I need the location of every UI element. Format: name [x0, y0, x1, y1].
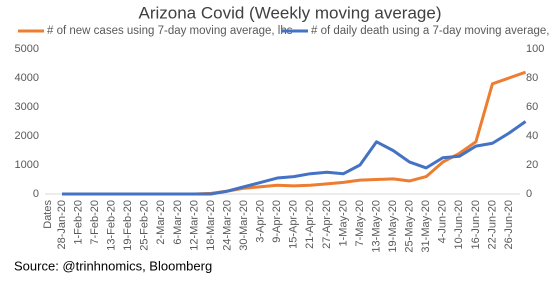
- x-tick-label: 19-May-20: [387, 200, 399, 253]
- x-tick-label: 13-Feb-20: [106, 200, 118, 251]
- y-tick-label: 1000: [15, 159, 39, 171]
- y-tick-label: 3000: [15, 101, 39, 113]
- x-axis-label: Dates: [42, 200, 54, 229]
- x-tick-label: 24-Mar-20: [221, 200, 233, 251]
- x-tick-label: 12-Mar-20: [188, 200, 200, 251]
- x-tick-label: 13-May-20: [370, 200, 382, 253]
- x-tick-label: 10-Jun-20: [453, 200, 465, 250]
- x-tick-label: 27-Apr-20: [321, 200, 333, 249]
- x-tick-label: 25-Feb-20: [139, 200, 151, 251]
- x-tick-label: 19-Feb-20: [122, 200, 134, 251]
- x-tick-label: 7-May-20: [354, 200, 366, 246]
- x-tick-label: 3-Apr-20: [255, 200, 267, 243]
- y-tick-label: 4000: [15, 72, 39, 84]
- y-tick-label: 0: [33, 188, 39, 200]
- x-tick-label: 25-May-20: [404, 200, 416, 253]
- y2-tick-label: 40: [526, 130, 538, 142]
- x-tick-label: 21-Apr-20: [304, 200, 316, 249]
- y2-tick-label: 80: [526, 72, 538, 84]
- legend-label: # of daily death using a 7-day moving av…: [311, 25, 549, 37]
- x-tick-label: 16-Jun-20: [470, 200, 482, 250]
- legend-label: # of new cases using 7-day moving averag…: [47, 25, 293, 37]
- x-tick-label: 15-Apr-20: [288, 200, 300, 249]
- chart-title: Arizona Covid (Weekly moving average): [139, 3, 442, 22]
- x-tick-label: 1-May-20: [337, 200, 349, 246]
- x-tick-label: 18-Mar-20: [205, 200, 217, 251]
- x-tick-label: 28-Jan-20: [56, 200, 68, 250]
- y2-tick-label: 60: [526, 101, 538, 113]
- x-tick-label: 31-May-20: [420, 200, 432, 253]
- y-tick-label: 5000: [15, 43, 39, 55]
- y2-tick-label: 20: [526, 159, 538, 171]
- x-tick-label: 2-Mar-20: [155, 200, 167, 245]
- series-line: [62, 120, 527, 196]
- source: Source: @trinhnomics, Bloomberg: [14, 258, 212, 273]
- x-tick-label: 30-Mar-20: [238, 200, 250, 251]
- y2-tick-label: 100: [526, 43, 544, 55]
- y2-tick-label: 0: [526, 188, 532, 200]
- x-tick-label: 1-Feb-20: [72, 200, 84, 245]
- x-tick-label: 6-Mar-20: [172, 200, 184, 245]
- y-tick-label: 2000: [15, 130, 39, 142]
- x-tick-label: 22-Jun-20: [486, 200, 498, 250]
- x-tick-label: 7-Feb-20: [89, 200, 101, 245]
- x-tick-label: 9-Apr-20: [271, 200, 283, 243]
- x-tick-label: 4-Jun-20: [437, 200, 449, 243]
- x-tick-label: 26-Jun-20: [503, 200, 515, 250]
